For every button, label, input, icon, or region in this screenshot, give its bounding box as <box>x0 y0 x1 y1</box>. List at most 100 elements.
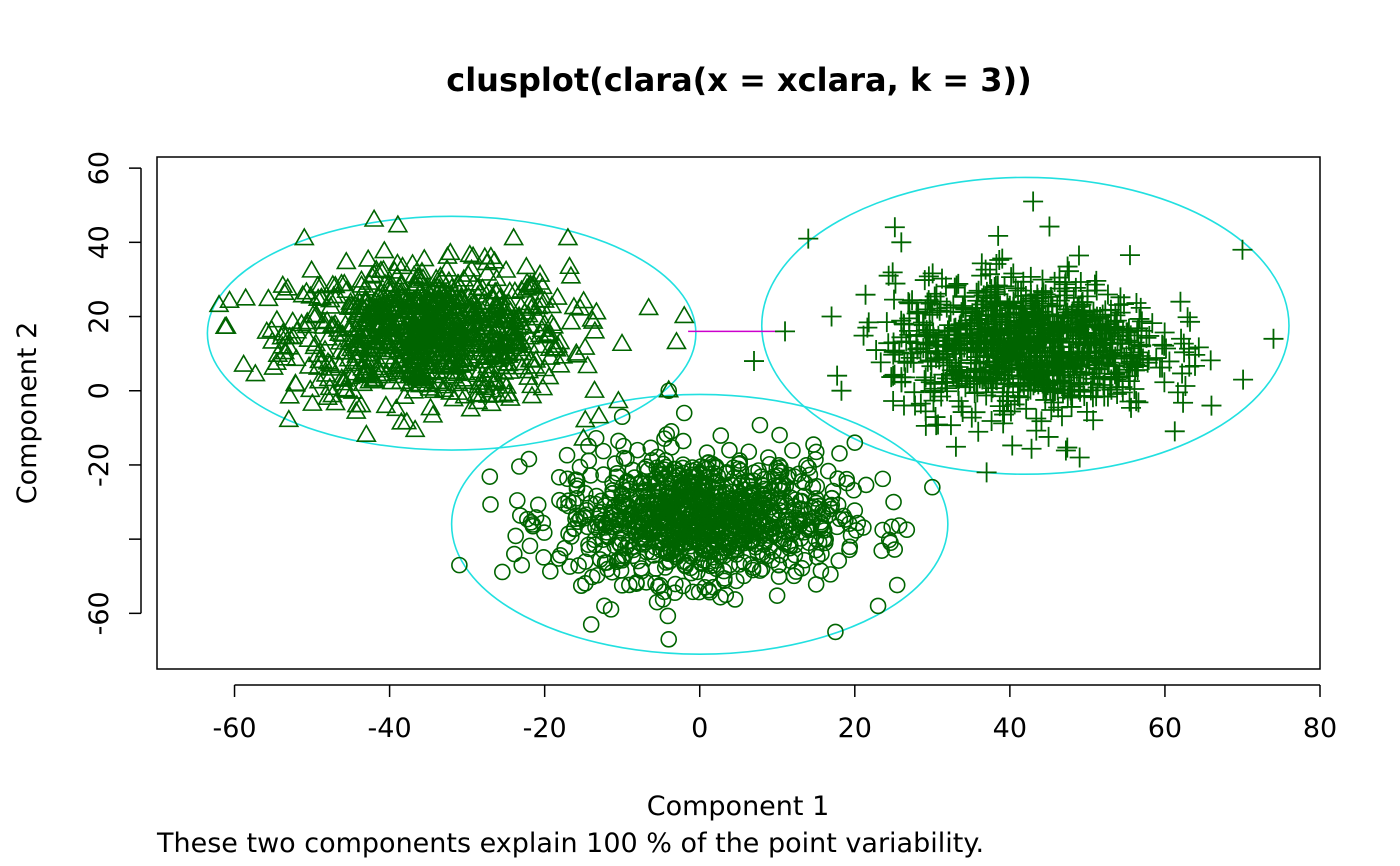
data-point-triangle <box>347 319 369 338</box>
data-point-triangle <box>407 290 429 309</box>
data-point-plus <box>1054 373 1075 394</box>
data-point-triangle <box>515 256 537 275</box>
data-point-triangle <box>673 305 695 324</box>
data-point-circle <box>511 458 528 475</box>
data-point-plus <box>858 312 879 333</box>
data-point-plus <box>827 365 848 386</box>
data-point-plus <box>975 373 996 394</box>
data-point-plus <box>930 291 951 312</box>
data-point-plus <box>998 373 1019 394</box>
data-point-circle <box>506 545 523 563</box>
data-point-plus <box>992 248 1013 269</box>
data-point-triangle <box>346 337 368 356</box>
data-point-triangle <box>434 375 455 394</box>
data-point-circle <box>563 528 580 545</box>
data-point-triangle <box>351 274 372 293</box>
y-tick-label: 20 <box>84 299 115 333</box>
data-point-triangle <box>373 240 395 259</box>
cluster-ellipse-1 <box>206 215 697 451</box>
data-point-circle <box>577 506 595 523</box>
data-point-circle <box>582 467 599 484</box>
data-point-circle <box>790 465 808 483</box>
data-point-triangle <box>439 310 460 329</box>
y-tick-label: 0 <box>84 382 115 399</box>
data-point-triangle <box>325 392 346 411</box>
data-point-circle <box>874 521 891 539</box>
data-point-circle <box>815 530 833 548</box>
data-point-plus <box>968 280 989 301</box>
data-point-circle <box>738 499 755 517</box>
data-point-circle <box>770 568 788 585</box>
data-point-plus <box>1159 351 1180 372</box>
data-point-plus <box>917 351 938 372</box>
data-point-circle <box>831 510 849 528</box>
data-point-circle <box>709 467 727 485</box>
data-point-circle <box>522 514 540 531</box>
data-point-plus <box>996 390 1017 411</box>
data-point-plus <box>1131 336 1152 357</box>
data-point-plus <box>1030 332 1051 353</box>
data-point-plus <box>1044 341 1065 362</box>
data-point-circle <box>738 488 755 506</box>
data-point-plus <box>1049 278 1070 299</box>
data-point-triangle <box>463 272 485 291</box>
data-point-triangle <box>394 386 415 404</box>
data-point-plus <box>980 329 1001 350</box>
data-point-triangle <box>459 348 481 367</box>
data-point-triangle <box>518 360 540 379</box>
data-point-triangle <box>278 336 300 355</box>
data-point-plus <box>1096 332 1117 353</box>
y-axis: -60 -20 0 20 40 60 <box>84 151 142 635</box>
data-point-circle <box>579 518 596 536</box>
data-point-circle <box>824 482 842 500</box>
data-point-triangle <box>375 336 397 355</box>
data-point-triangle <box>214 316 236 335</box>
data-point-plus <box>1026 408 1047 429</box>
data-point-plus <box>981 411 1002 432</box>
data-point-triangle <box>574 336 596 355</box>
data-point-triangle <box>404 325 426 344</box>
data-point-circle <box>690 480 707 497</box>
data-point-triangle <box>381 317 403 336</box>
data-point-plus <box>951 365 972 386</box>
data-point-circle <box>561 558 578 575</box>
data-point-triangle <box>560 265 582 284</box>
data-point-plus <box>968 421 989 442</box>
data-point-circle <box>898 521 916 539</box>
data-point-plus <box>914 370 935 391</box>
data-point-plus <box>976 462 997 483</box>
data-point-plus <box>1004 394 1025 415</box>
data-point-circle <box>666 584 684 602</box>
data-point-circle <box>745 464 763 481</box>
data-point-triangle <box>369 354 391 373</box>
data-point-triangle <box>219 290 240 308</box>
data-point-circle <box>558 446 576 464</box>
data-point-triangle <box>559 256 580 275</box>
data-point-plus <box>885 273 906 294</box>
data-point-triangle <box>577 355 598 374</box>
data-point-plus <box>1021 438 1042 459</box>
data-point-triangle <box>522 276 544 295</box>
data-point-plus <box>1076 401 1097 422</box>
data-point-plus <box>1023 191 1044 212</box>
data-point-plus <box>917 324 938 345</box>
data-point-triangle <box>298 355 320 374</box>
data-point-triangle <box>323 285 345 304</box>
data-point-plus <box>884 364 905 385</box>
data-point-plus <box>948 391 969 412</box>
data-point-plus <box>971 253 992 274</box>
data-point-circle <box>621 576 638 594</box>
data-point-plus <box>870 352 891 373</box>
data-point-plus <box>1024 301 1045 322</box>
data-point-plus <box>945 436 966 457</box>
data-point-circle <box>726 591 744 608</box>
data-point-triangle <box>563 296 585 315</box>
data-point-plus <box>1091 353 1112 374</box>
data-point-plus <box>1002 435 1023 456</box>
data-point-plus <box>944 277 965 298</box>
data-point-circle <box>632 475 649 492</box>
data-point-triangle <box>584 379 605 398</box>
data-point-triangle <box>438 270 460 289</box>
data-point-plus <box>1090 317 1111 338</box>
data-point-circle <box>849 514 867 532</box>
